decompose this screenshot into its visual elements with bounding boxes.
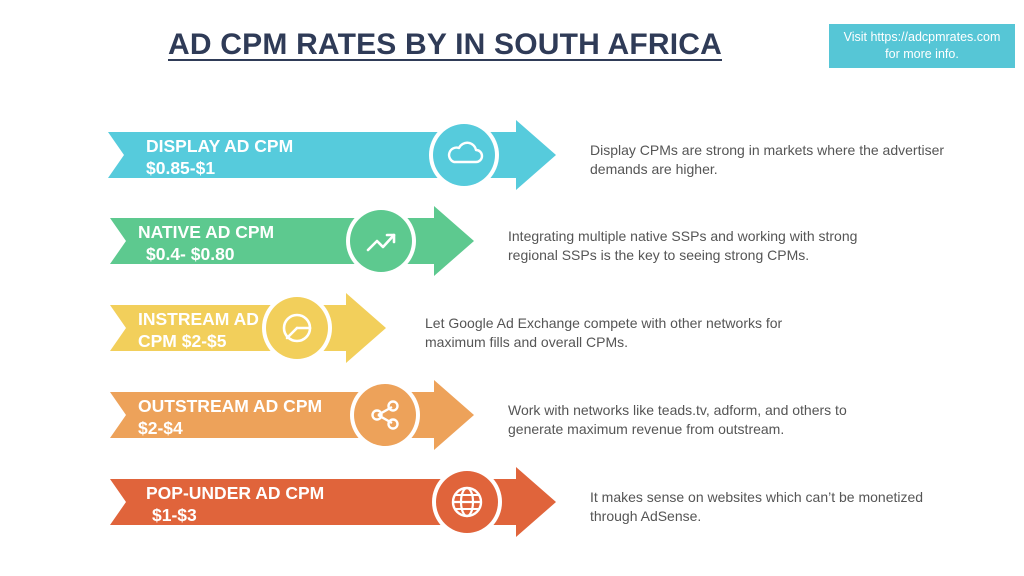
- native-rate: $0.4- $0.80: [146, 244, 235, 264]
- display-description: Display CPMs are strong in markets where…: [590, 141, 944, 179]
- native-name: NATIVE AD CPM: [138, 222, 275, 242]
- visit-line-1: Visit https://adcpmrates.com: [843, 30, 1001, 44]
- globe-icon: [436, 471, 498, 533]
- display-label: DISPLAY AD CPM $0.85-$1: [146, 135, 293, 179]
- instream-rate: CPM $2-$5: [138, 331, 227, 351]
- outstream-name: OUTSTREAM AD CPM: [138, 396, 323, 416]
- instream-description: Let Google Ad Exchange compete with othe…: [425, 314, 782, 352]
- outstream-desc-line-2: generate maximum revenue from outstream.: [508, 421, 785, 437]
- pop-under-name: POP-UNDER AD CPM: [146, 483, 325, 503]
- outstream-description: Work with networks like teads.tv, adform…: [508, 401, 847, 439]
- display-desc-line-1: Display CPMs are strong in markets where…: [590, 142, 945, 158]
- pop-under-rate: $1-$3: [152, 505, 197, 525]
- display-rate: $0.85-$1: [146, 158, 216, 178]
- outstream-desc-line-1: Work with networks like teads.tv, adform…: [508, 402, 847, 418]
- instream-label: INSTREAM AD CPM $2-$5: [138, 308, 259, 352]
- instream-name: INSTREAM AD: [138, 309, 259, 329]
- share-icon: [354, 384, 416, 446]
- page-title: AD CPM RATES BY IN SOUTH AFRICA: [168, 28, 722, 61]
- instream-desc-line-1: Let Google Ad Exchange compete with othe…: [425, 315, 783, 331]
- instream-desc-line-2: maximum fills and overall CPMs.: [425, 334, 629, 350]
- outstream-label: OUTSTREAM AD CPM $2-$4: [138, 395, 322, 439]
- trending-up-icon: [350, 210, 412, 272]
- native-desc-line-2: regional SSPs is the key to seeing stron…: [508, 247, 810, 263]
- display-name: DISPLAY AD CPM: [146, 136, 294, 156]
- visit-line-2: for more info.: [885, 47, 959, 61]
- display-desc-line-2: demands are higher.: [590, 161, 718, 177]
- pop-under-desc-line-1: It makes sense on websites which can’t b…: [590, 489, 924, 505]
- native-desc-line-1: Integrating multiple native SSPs and wor…: [508, 228, 858, 244]
- outstream-rate: $2-$4: [138, 418, 183, 438]
- native-description: Integrating multiple native SSPs and wor…: [508, 227, 857, 265]
- visit-link-box[interactable]: Visit https://adcpmrates.com for more in…: [829, 24, 1015, 68]
- native-label: NATIVE AD CPM $0.4- $0.80: [138, 221, 274, 265]
- pie-chart-icon: [266, 297, 328, 359]
- pop-under-desc-line-2: through AdSense.: [590, 508, 702, 524]
- pop-under-label: POP-UNDER AD CPM $1-$3: [146, 482, 324, 526]
- pop-under-description: It makes sense on websites which can’t b…: [590, 488, 923, 526]
- cloud-icon: [433, 124, 495, 186]
